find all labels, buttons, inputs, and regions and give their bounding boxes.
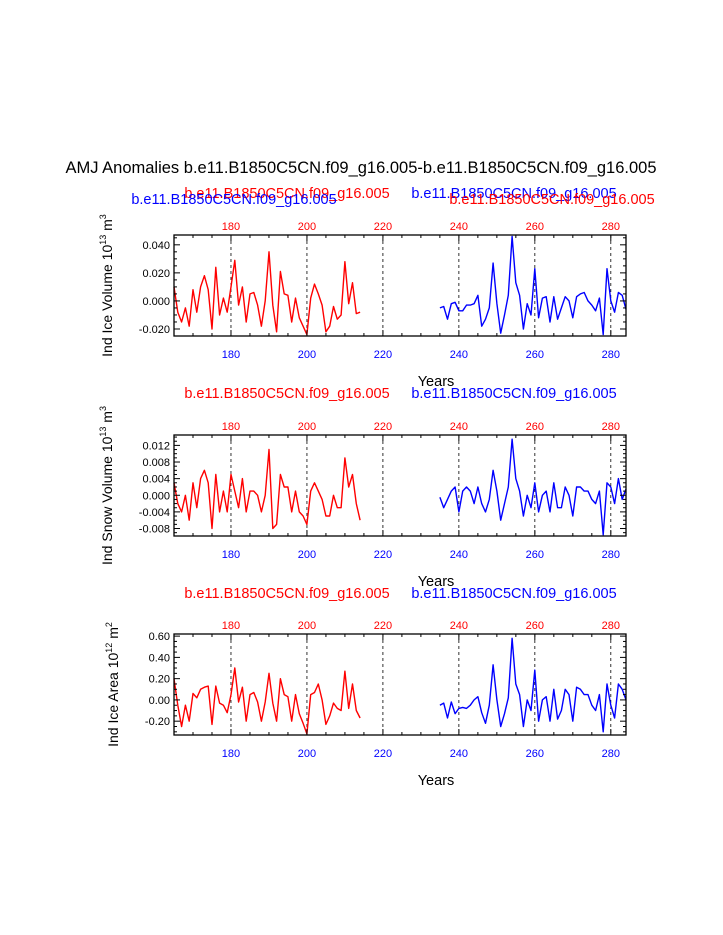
panels-group: -0.020 0.000 0.020 0.040 180 180 200 200 220 220 2…	[98, 186, 655, 789]
y-tick-label: 0.012	[142, 440, 170, 452]
x-tick-label-bottom: 280	[602, 549, 620, 561]
case-label: b.e11.B1850C5CN.f09_g16.005	[411, 586, 616, 602]
x-tick-label-top: 220	[374, 421, 392, 433]
x-tick-label-bottom: 280	[602, 349, 620, 361]
y-axis-label-part: m	[99, 219, 115, 235]
x-tick-label-top: 200	[298, 620, 316, 632]
x-tick-label-top: 240	[450, 221, 468, 233]
x-tick-label-top: 180	[222, 421, 240, 433]
x-tick-label-top: 260	[526, 620, 544, 632]
y-tick-label: -0.004	[139, 507, 170, 519]
y-tick-label: 0.004	[142, 474, 170, 486]
series-line-2	[439, 235, 627, 336]
x-tick-label-bottom: 280	[602, 748, 620, 760]
x-tick-label-top: 260	[526, 421, 544, 433]
y-axis-label-part: Ind Ice Area 10	[105, 652, 121, 746]
case-label: b.e11.B1850C5CN.f09_g16.005	[411, 386, 616, 402]
x-tick-label-bottom: 220	[374, 349, 392, 361]
x-tick-label-bottom: 180	[222, 349, 240, 361]
x-tick-label-bottom: 200	[298, 349, 316, 361]
plot-frame	[173, 633, 627, 736]
y-axis-label-part: m	[99, 411, 115, 427]
series-line-2	[439, 637, 627, 733]
series-line-2	[439, 438, 627, 536]
y-axis-label-part: 12	[104, 643, 114, 653]
y-tick-label: 0.40	[149, 652, 170, 664]
y-axis-label-part: Ind Ice Volume 10	[99, 245, 115, 357]
y-axis-label-part: m	[105, 627, 121, 643]
x-tick-label-bottom: 260	[526, 549, 544, 561]
y-tick-label: 0.60	[149, 631, 170, 643]
y-tick-label: 0.040	[142, 240, 170, 252]
x-tick-label-bottom: 240	[450, 748, 468, 760]
x-tick-label-top: 220	[374, 620, 392, 632]
x-tick-label-top: 280	[602, 221, 620, 233]
x-tick-label-bottom: 180	[222, 748, 240, 760]
plot-frame	[173, 234, 627, 337]
x-tick-label-bottom: 200	[298, 549, 316, 561]
case-label: b.e11.B1850C5CN.f09_g16.005	[184, 586, 389, 602]
figure-title: AMJ Anomalies b.e11.B1850C5CN.f09_g16.00…	[65, 159, 656, 177]
y-axis-label-part: 13	[98, 427, 108, 437]
x-tick-label-top: 280	[602, 620, 620, 632]
chart-panel-3: -0.20 0.00 0.20 0.40 0.60 180 180 200 200 220 220 2…	[104, 586, 627, 789]
x-tick-label-top: 180	[222, 620, 240, 632]
y-tick-label: 0.00	[149, 695, 170, 707]
y-axis-label: Ind Ice Volume 1013 m3	[98, 214, 115, 357]
chart-panel-1: -0.020 0.000 0.020 0.040 180 180 200 200 220 220 2…	[98, 186, 655, 390]
y-tick-label: 0.008	[142, 457, 170, 469]
y-axis-label-part: Ind Snow Volume 10	[99, 436, 115, 565]
x-tick-label-bottom: 260	[526, 748, 544, 760]
y-axis-label-part: 3	[98, 406, 108, 411]
series-line-1	[173, 667, 361, 735]
y-axis-label-part: 3	[98, 214, 108, 219]
x-tick-label-top: 220	[374, 221, 392, 233]
y-axis-label: Ind Snow Volume 1013 m3	[98, 406, 115, 565]
x-tick-label-top: 240	[450, 421, 468, 433]
x-axis-label: Years	[418, 574, 455, 590]
y-axis-label-part: 13	[98, 235, 108, 245]
y-axis-label: Ind Ice Area 1012 m2	[104, 622, 121, 747]
x-tick-label-bottom: 220	[374, 748, 392, 760]
x-tick-label-top: 200	[298, 221, 316, 233]
y-tick-label: 0.20	[149, 674, 170, 686]
x-tick-label-bottom: 180	[222, 549, 240, 561]
x-tick-label-bottom: 200	[298, 748, 316, 760]
x-axis-label: Years	[418, 773, 455, 789]
case-label: b.e11.B1850C5CN.f09_g16.005	[131, 192, 336, 208]
x-axis-label: Years	[418, 374, 455, 390]
y-tick-label: -0.008	[139, 524, 170, 536]
y-axis-label-part: 2	[104, 622, 114, 627]
x-tick-label-bottom: 240	[450, 349, 468, 361]
x-tick-label-top: 180	[222, 221, 240, 233]
y-tick-label: 0.020	[142, 268, 170, 280]
plot-frame	[173, 434, 627, 537]
case-label: b.e11.B1850C5CN.f09_g16.005	[411, 186, 616, 202]
chart-panel-2: -0.008 -0.004 0.000 0.004 0.008 0.012 180 180 20…	[98, 386, 627, 590]
case-label: b.e11.B1850C5CN.f09_g16.005	[449, 192, 654, 208]
case-label: b.e11.B1850C5CN.f09_g16.005	[184, 186, 389, 202]
x-tick-label-top: 240	[450, 620, 468, 632]
x-tick-label-bottom: 260	[526, 349, 544, 361]
x-tick-label-bottom: 240	[450, 549, 468, 561]
y-tick-label: 0.000	[142, 296, 170, 308]
series-line-1	[173, 448, 361, 530]
series-line-1	[173, 251, 361, 336]
x-tick-label-bottom: 220	[374, 549, 392, 561]
y-tick-label: -0.20	[145, 716, 170, 728]
y-tick-label: -0.020	[139, 324, 170, 336]
x-tick-label-top: 260	[526, 221, 544, 233]
case-label: b.e11.B1850C5CN.f09_g16.005	[184, 386, 389, 402]
x-tick-label-top: 200	[298, 421, 316, 433]
y-tick-label: 0.000	[142, 490, 170, 502]
x-tick-label-top: 280	[602, 421, 620, 433]
